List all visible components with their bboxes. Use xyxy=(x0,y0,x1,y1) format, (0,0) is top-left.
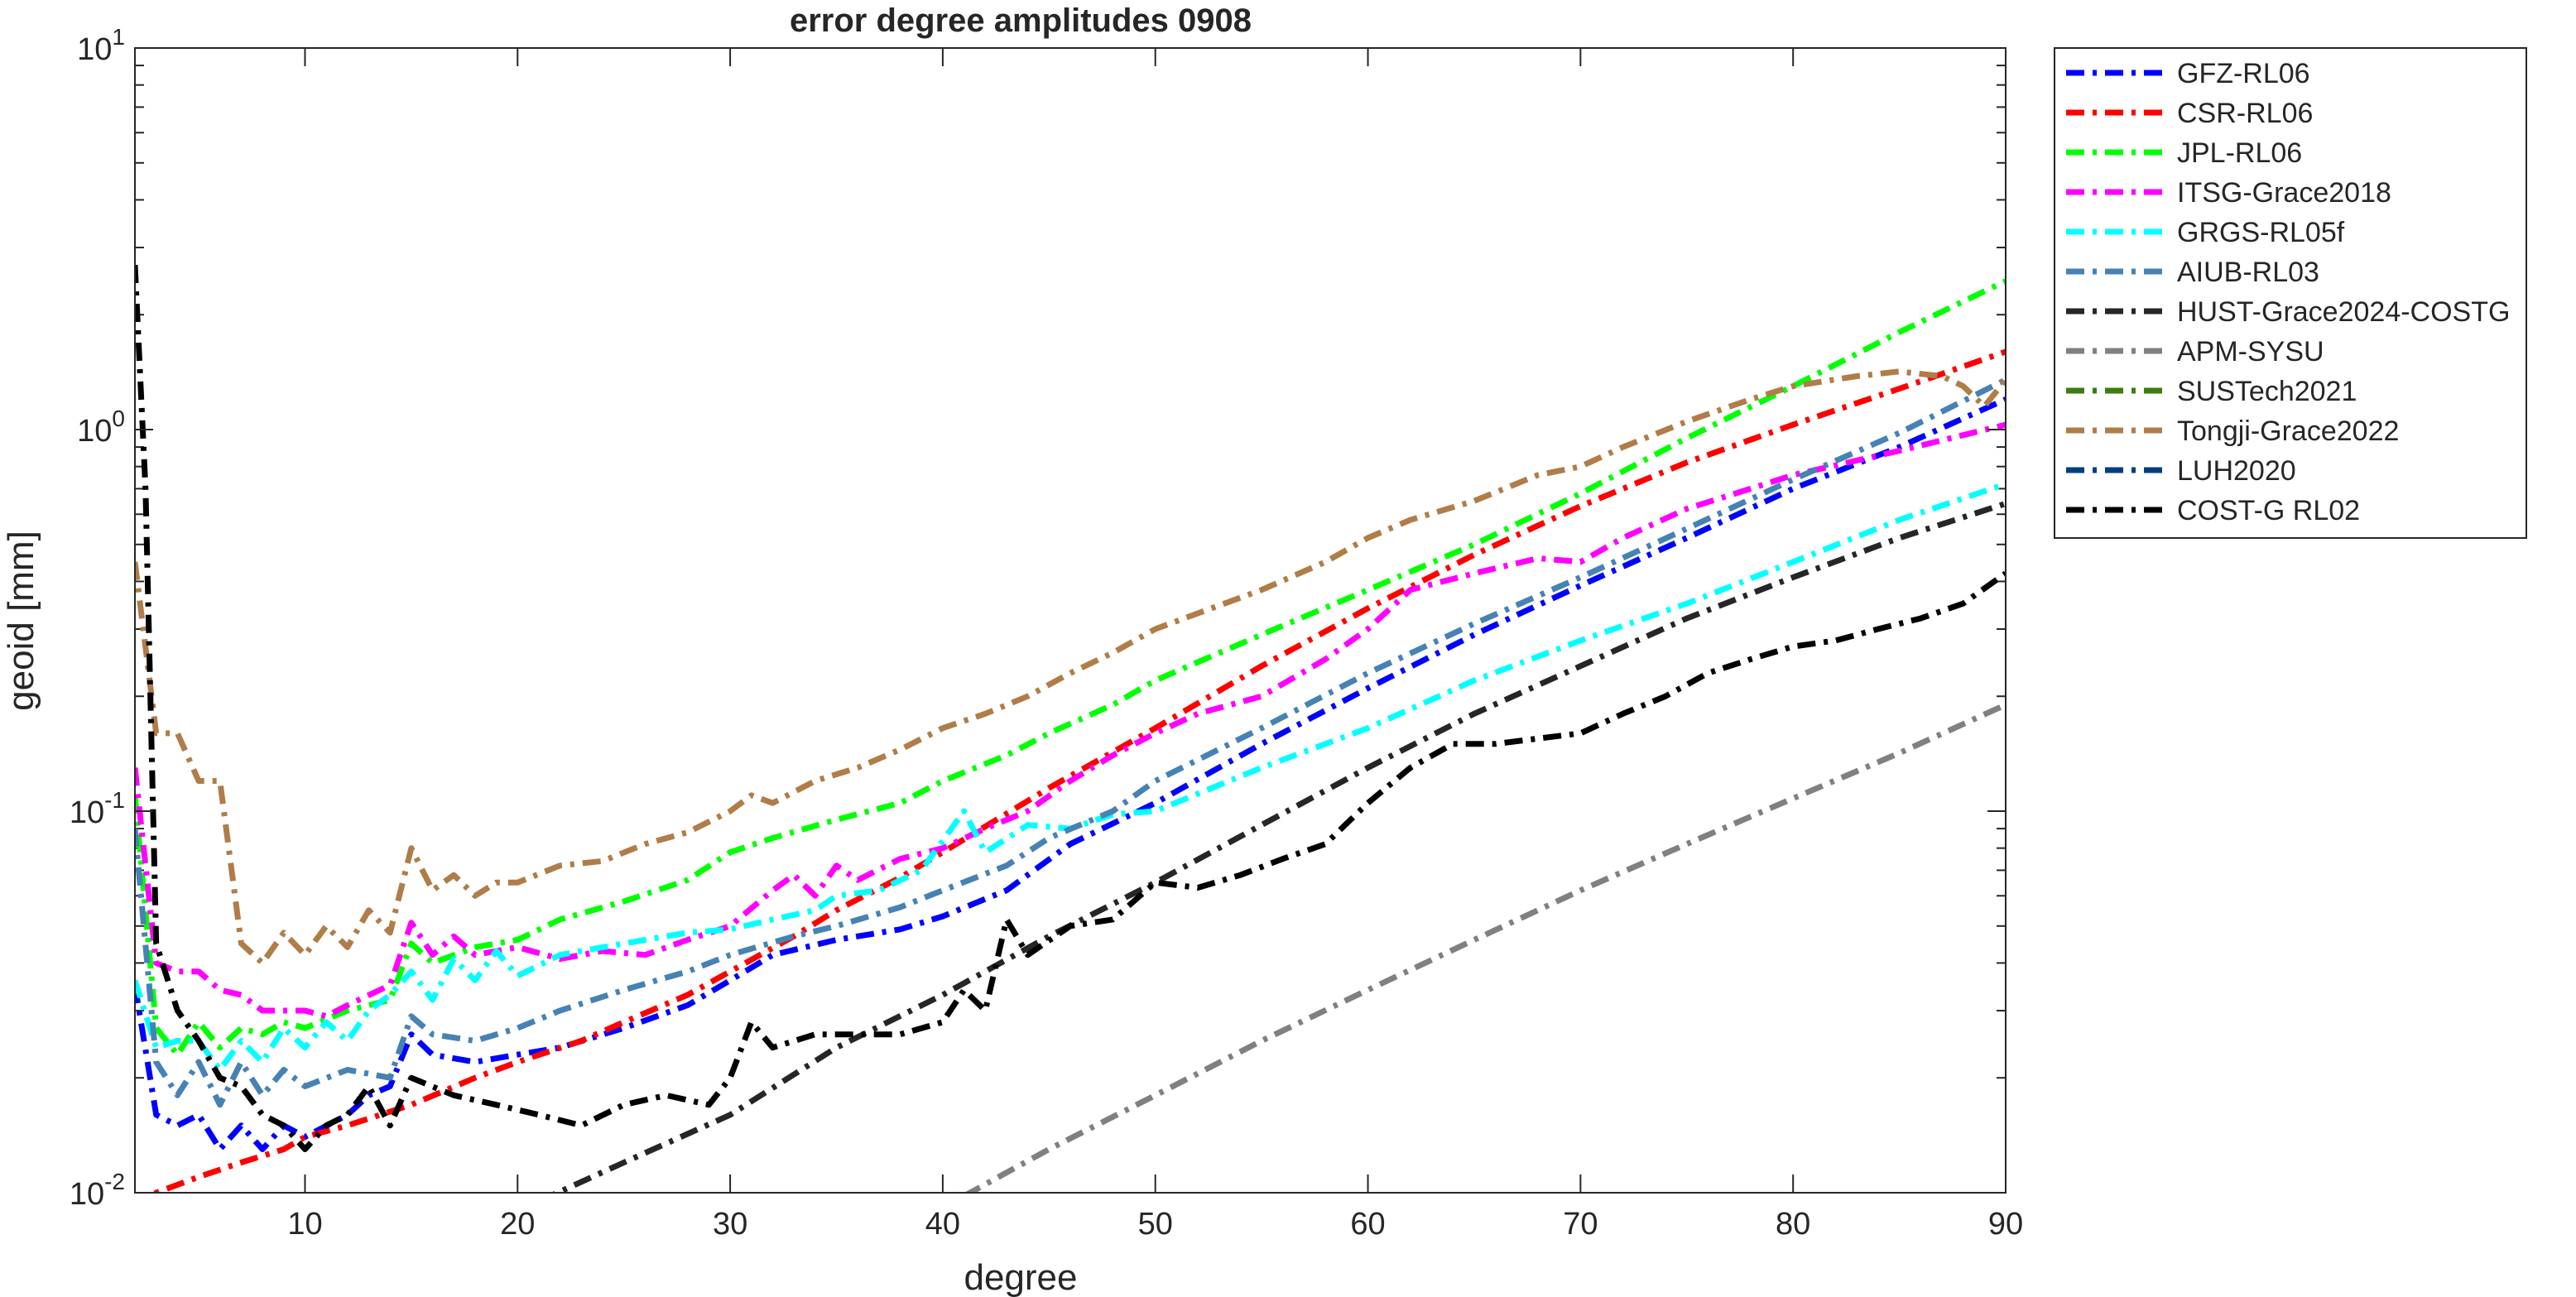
legend-label: CSR-RL06 xyxy=(2177,98,2313,129)
x-tick-label: 60 xyxy=(1350,1207,1385,1242)
series-line xyxy=(135,377,2006,1108)
chart-title: error degree amplitudes 0908 xyxy=(790,2,1252,39)
legend-label: APM-SYSU xyxy=(2177,336,2324,367)
series-line xyxy=(135,278,2006,1058)
x-tick-label: 90 xyxy=(1988,1207,2023,1242)
y-tick-exponent: -1 xyxy=(104,787,125,813)
x-tick-label: 20 xyxy=(500,1207,535,1242)
legend-label: AIUB-RL03 xyxy=(2177,257,2319,288)
legend-box xyxy=(2054,47,2527,539)
legend-label: ITSG-Grace2018 xyxy=(2177,177,2391,209)
x-tick-label: 70 xyxy=(1563,1207,1598,1242)
legend-label: JPL-RL06 xyxy=(2177,137,2302,169)
legend-label: GRGS-RL05f xyxy=(2177,217,2345,248)
x-tick-label: 10 xyxy=(287,1207,322,1242)
legend-label: Tongji-Grace2022 xyxy=(2177,416,2399,447)
y-tick-exponent: 1 xyxy=(112,24,125,50)
y-tick-base: 10 xyxy=(77,414,112,449)
series-line xyxy=(550,501,2006,1193)
minor-ticks xyxy=(135,65,2006,1079)
plot-background xyxy=(135,48,2006,1193)
series-line xyxy=(135,396,2006,1152)
y-tick-label: 101 xyxy=(77,24,125,67)
series-line xyxy=(135,368,2006,966)
x-axis-label: degree xyxy=(964,1257,1077,1297)
legend-label: LUH2020 xyxy=(2177,455,2296,487)
plot-frame xyxy=(134,47,2006,1194)
y-tick-base: 10 xyxy=(77,32,112,67)
series-line xyxy=(135,481,2006,1073)
legend-label: COST-G RL02 xyxy=(2177,495,2360,526)
y-tick-label: 100 xyxy=(77,406,125,449)
series-line xyxy=(135,264,2006,1152)
x-axis: 10 20 30 40 50 60 70 80 90 xyxy=(287,48,2023,1242)
series-line xyxy=(135,421,2006,1020)
x-tick-label: 40 xyxy=(925,1207,960,1242)
legend-label: GFZ-RL06 xyxy=(2177,58,2310,89)
y-tick-exponent: 0 xyxy=(112,406,125,431)
legend: GFZ-RL06 CSR-RL06 JPL-RL06 ITSG-Grace2018 GR… xyxy=(2054,47,2527,539)
y-axis-label: geoid [mm] xyxy=(1,531,41,711)
y-tick-base: 10 xyxy=(70,795,104,830)
legend-label: SUSTech2021 xyxy=(2177,376,2357,407)
y-tick-base: 10 xyxy=(70,1177,104,1212)
series-layer xyxy=(135,264,2006,1193)
x-tick-label: 50 xyxy=(1138,1207,1173,1242)
legend-label: HUST-Grace2024-COSTG xyxy=(2177,296,2510,328)
y-tick-exponent: -2 xyxy=(104,1169,125,1194)
x-tick-label: 80 xyxy=(1776,1207,1810,1242)
x-tick-label: 30 xyxy=(713,1207,747,1242)
y-tick-label: 10-1 xyxy=(70,787,125,830)
y-tick-label: 10-2 xyxy=(70,1169,125,1212)
